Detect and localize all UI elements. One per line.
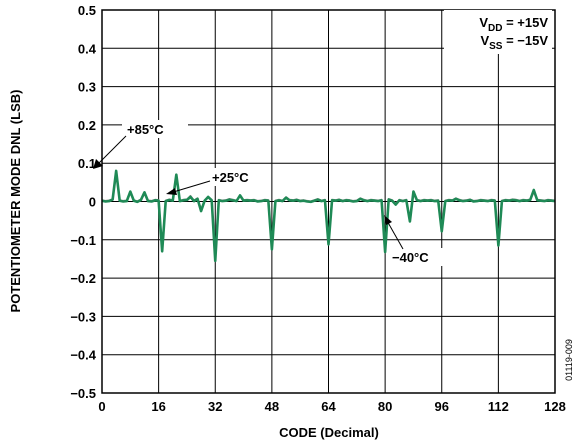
annotation-minus40c-arrow bbox=[385, 218, 404, 250]
legend-vdd-value: = +15V bbox=[502, 15, 548, 30]
y-tick-label: −0.5 bbox=[70, 386, 96, 401]
legend-vss-prefix: V bbox=[480, 33, 489, 48]
y-tick-label: −0.2 bbox=[70, 271, 96, 286]
annotation-85c-label: +85°C bbox=[127, 122, 164, 137]
x-tick-label: 128 bbox=[544, 399, 566, 414]
y-tick-label: −0.3 bbox=[70, 309, 96, 324]
legend-vss-value: = −15V bbox=[502, 33, 548, 48]
x-tick-label: 64 bbox=[321, 399, 336, 414]
annotation-25c-arrow bbox=[169, 180, 211, 194]
series-line-2 bbox=[101, 169, 556, 263]
x-axis-title: CODE (Decimal) bbox=[279, 425, 379, 440]
annotation-25c: +25°C bbox=[166, 168, 262, 195]
y-tick-label: 0.2 bbox=[78, 118, 96, 133]
x-tick-label: 48 bbox=[265, 399, 279, 414]
y-tick-label: 0.1 bbox=[78, 156, 96, 171]
annotation-minus40c-label: −40°C bbox=[392, 250, 429, 265]
annotation-85c-arrow bbox=[95, 135, 127, 167]
legend-vdd-prefix: V bbox=[479, 15, 488, 30]
y-tick-label: −0.4 bbox=[70, 348, 96, 363]
x-tick-label: 112 bbox=[488, 399, 509, 414]
y-tick-label: 0 bbox=[89, 195, 96, 210]
annotation-85c-arrowhead bbox=[93, 159, 103, 169]
figure-id: 01119-009 bbox=[564, 339, 574, 381]
annotation-25c-bg bbox=[208, 168, 262, 186]
annotation-minus40c-arrowhead bbox=[384, 215, 392, 225]
annotation-minus40c: −40°C bbox=[384, 215, 446, 266]
legend-vss-sub: SS bbox=[489, 41, 503, 52]
y-axis-title: POTENTIOMETER MODE DNL (LSB) bbox=[8, 90, 23, 313]
x-tick-label: 96 bbox=[435, 399, 449, 414]
x-tick-label: 0 bbox=[98, 399, 105, 414]
series-layer bbox=[101, 169, 556, 263]
legend-vdd: VDD = +15V bbox=[479, 15, 548, 34]
annotation-25c-label: +25°C bbox=[212, 170, 249, 185]
annotation-85c-bg bbox=[122, 120, 188, 138]
legend-vss: VSS = −15V bbox=[480, 33, 548, 52]
x-tick-label: 32 bbox=[208, 399, 222, 414]
y-tick-label: 0.4 bbox=[78, 41, 97, 56]
y-tick-label: 0.5 bbox=[78, 3, 96, 18]
legend-box bbox=[444, 10, 552, 54]
annotation-minus40c-bg bbox=[388, 248, 446, 266]
grid-lines bbox=[101, 9, 556, 394]
y-tick-label: 0.3 bbox=[78, 80, 96, 95]
plot-frame bbox=[101, 9, 556, 394]
annotation-25c-arrowhead bbox=[166, 188, 177, 195]
y-tick-label: −0.1 bbox=[70, 233, 96, 248]
annotation-85c: +85°C bbox=[93, 120, 188, 169]
legend-vdd-sub: DD bbox=[488, 23, 502, 34]
tick-labels: 0 16 32 48 64 80 96 112 128 0.5 0.4 0.3 0.2 0.1 0 −0.1 −… bbox=[70, 3, 566, 414]
x-tick-label: 80 bbox=[378, 399, 392, 414]
x-tick-label: 16 bbox=[151, 399, 165, 414]
